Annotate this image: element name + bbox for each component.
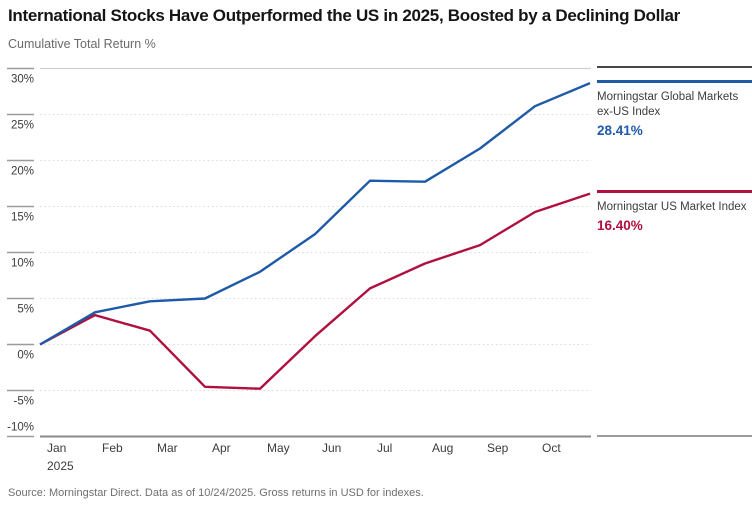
x-tick-label: Sep [487,441,509,455]
legend-item-us-market: Morningstar US Market Index 16.40% [597,190,752,233]
legend-line-swatch-global [597,80,752,83]
legend-label-us: Morningstar US Market Index [597,201,747,213]
legend-value-us: 16.40% [597,218,643,234]
x-tick-label: Jul [377,441,392,455]
y-tick-label: 10% [11,258,34,270]
legend-bottom-rule [597,435,752,437]
y-tick-label: 30% [11,74,34,86]
y-tick-label: 20% [11,166,34,178]
x-tick-label: Oct [542,441,561,455]
chart-subtitle: Cumulative Total Return % [8,37,156,51]
legend-item-global-ex-us: Morningstar Global Markets ex-US Index 2… [597,80,752,138]
y-tick-label: 5% [17,304,34,316]
legend-value-global: 28.41% [597,123,643,139]
y-tick-label: -5% [14,396,34,408]
x-tick-label: Jun [322,441,341,455]
x-tick-label: Jan [47,441,66,455]
x-tick-label: Mar [157,441,178,455]
x-tick-label: Apr [212,441,231,455]
y-tick-label: 25% [11,120,34,132]
legend-top-rule [597,66,752,68]
x-year-label: 2025 [47,459,74,473]
y-tick-label: 0% [17,350,34,362]
legend: Morningstar Global Markets ex-US Index 2… [597,0,752,507]
x-tick-label: Aug [432,441,453,455]
x-tick-label: May [267,441,290,455]
series-line-us-market [39,192,591,390]
y-tick-label: -10% [7,422,34,434]
x-tick-label: Feb [102,441,123,455]
series-line-global-ex-us [39,81,591,346]
legend-line-swatch-us [597,190,752,193]
source-note: Source: Morningstar Direct. Data as of 1… [8,487,424,499]
chart-title: International Stocks Have Outperformed t… [8,6,680,25]
y-tick-label: 15% [11,212,34,224]
legend-label-global: Morningstar Global Markets ex-US Index [597,91,739,119]
